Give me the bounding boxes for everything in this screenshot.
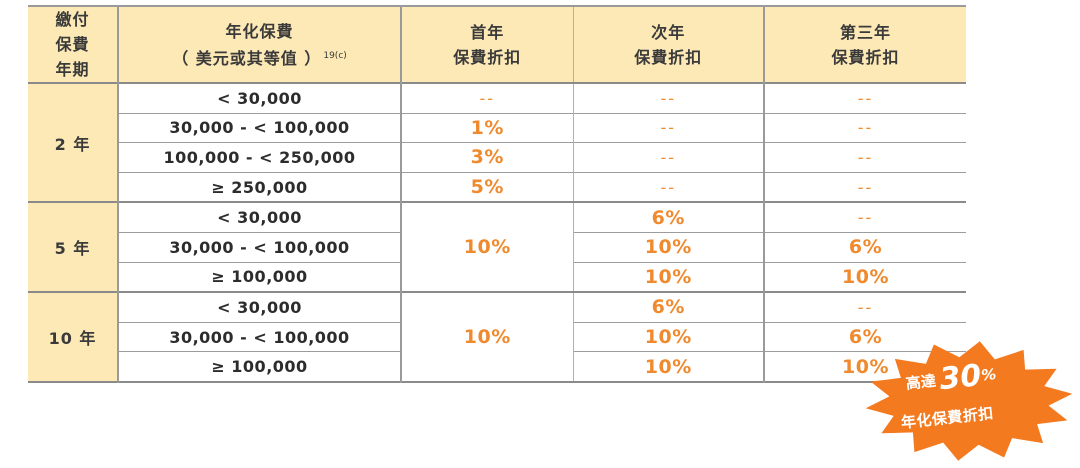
second-year-discount-cell: -- bbox=[572, 81, 764, 114]
premium-range-cell: 100,000 - < 250,000 bbox=[117, 142, 401, 173]
second-year-discount-cell: 6% bbox=[572, 201, 764, 233]
first-year-discount-cell: 3% bbox=[400, 142, 573, 173]
starburst-shape bbox=[865, 341, 1073, 461]
payment-term-cell: 5 年 bbox=[28, 201, 118, 293]
second-year-discount-cell: -- bbox=[572, 112, 764, 143]
third-year-discount-cell: -- bbox=[763, 112, 966, 143]
header-second-year-label: 次年 保費折扣 bbox=[634, 22, 703, 67]
third-year-discount-cell: -- bbox=[763, 81, 966, 114]
second-year-discount-cell: -- bbox=[572, 142, 764, 173]
first-year-discount-cell: 1% bbox=[400, 112, 573, 143]
payment-term-cell: 10 年 bbox=[28, 291, 118, 382]
header-term-label: 繳付 保費 年期 bbox=[55, 10, 90, 79]
premium-range-cell: 30,000 - < 100,000 bbox=[117, 231, 401, 263]
first-year-discount-cell: -- bbox=[400, 81, 573, 114]
table-header-row: 繳付 保費 年期 年化保費（ 美元或其等值 ） 19(c) 首年 保費折扣 次年 保費折扣… bbox=[28, 5, 966, 83]
table-row: 5 年 < 30,000 10% 6% -- bbox=[28, 201, 966, 293]
first-year-discount-cell: 5% bbox=[400, 171, 573, 203]
header-term: 繳付 保費 年期 bbox=[28, 5, 118, 83]
second-year-discount-cell: 10% bbox=[572, 321, 764, 352]
premium-range-cell: < 30,000 bbox=[117, 81, 401, 114]
table-row: 30,000 - < 100,000 10% 6% bbox=[28, 321, 966, 352]
first-year-discount-cell: 10% bbox=[400, 291, 573, 382]
table-row: ≥ 100,000 10% 10% bbox=[28, 351, 966, 382]
third-year-discount-cell: 10% bbox=[763, 261, 966, 293]
table-row: ≥ 250,000 5% -- -- bbox=[28, 171, 966, 203]
badge-prefix: 高達 bbox=[904, 371, 937, 393]
header-third-year-label: 第三年 保費折扣 bbox=[831, 22, 900, 67]
starburst-polygon bbox=[865, 341, 1073, 461]
table-row: 30,000 - < 100,000 10% 6% bbox=[28, 231, 966, 263]
table-body: 2 年 < 30,000 -- -- -- 30,000 - < 100,000 1% -- -… bbox=[28, 81, 966, 382]
premium-range-cell: ≥ 250,000 bbox=[117, 171, 401, 203]
second-year-discount-cell: 10% bbox=[572, 261, 764, 293]
header-third-year: 第三年 保費折扣 bbox=[763, 5, 966, 83]
table-row: 10 年 < 30,000 10% 6% -- bbox=[28, 291, 966, 382]
first-year-discount-cell: 10% bbox=[400, 201, 573, 293]
second-year-discount-cell: -- bbox=[572, 171, 764, 203]
second-year-discount-cell: 10% bbox=[572, 351, 764, 382]
table-row: 100,000 - < 250,000 3% -- -- bbox=[28, 142, 966, 173]
payment-term-cell: 2 年 bbox=[28, 81, 118, 203]
header-second-year: 次年 保費折扣 bbox=[572, 5, 764, 83]
header-premium-label: 年化保費（ 美元或其等值 ） bbox=[172, 21, 322, 68]
third-year-discount-cell: 6% bbox=[763, 231, 966, 263]
badge-percent-sign: % bbox=[980, 364, 998, 385]
third-year-discount-cell: 6% bbox=[763, 321, 966, 352]
badge-percent-value: 30 bbox=[937, 358, 984, 398]
premium-range-cell: ≥ 100,000 bbox=[117, 351, 401, 382]
third-year-discount-cell: -- bbox=[763, 201, 966, 233]
premium-range-cell: < 30,000 bbox=[117, 291, 401, 323]
premium-range-cell: ≥ 100,000 bbox=[117, 261, 401, 293]
header-first-year-label: 首年 保費折扣 bbox=[453, 22, 522, 67]
table-row: 2 年 < 30,000 -- -- -- bbox=[28, 81, 966, 203]
footnote-ref: 19(c) bbox=[323, 50, 347, 61]
promo-badge: 高達30% 年化保費折扣 bbox=[864, 340, 1074, 462]
table-row: 30,000 - < 100,000 1% -- -- bbox=[28, 112, 966, 143]
third-year-discount-cell: -- bbox=[763, 291, 966, 323]
premium-range-cell: 30,000 - < 100,000 bbox=[117, 321, 401, 352]
premium-discount-table: 繳付 保費 年期 年化保費（ 美元或其等值 ） 19(c) 首年 保費折扣 次年 保費折扣… bbox=[28, 5, 966, 383]
second-year-discount-cell: 6% bbox=[572, 291, 764, 323]
table-row: ≥ 100,000 10% 10% bbox=[28, 261, 966, 293]
header-premium: 年化保費（ 美元或其等值 ） 19(c) bbox=[117, 5, 401, 83]
header-first-year: 首年 保費折扣 bbox=[400, 5, 573, 83]
second-year-discount-cell: 10% bbox=[572, 231, 764, 263]
premium-range-cell: 30,000 - < 100,000 bbox=[117, 112, 401, 143]
third-year-discount-cell: -- bbox=[763, 142, 966, 173]
premium-range-cell: < 30,000 bbox=[117, 201, 401, 233]
third-year-discount-cell: -- bbox=[763, 171, 966, 203]
